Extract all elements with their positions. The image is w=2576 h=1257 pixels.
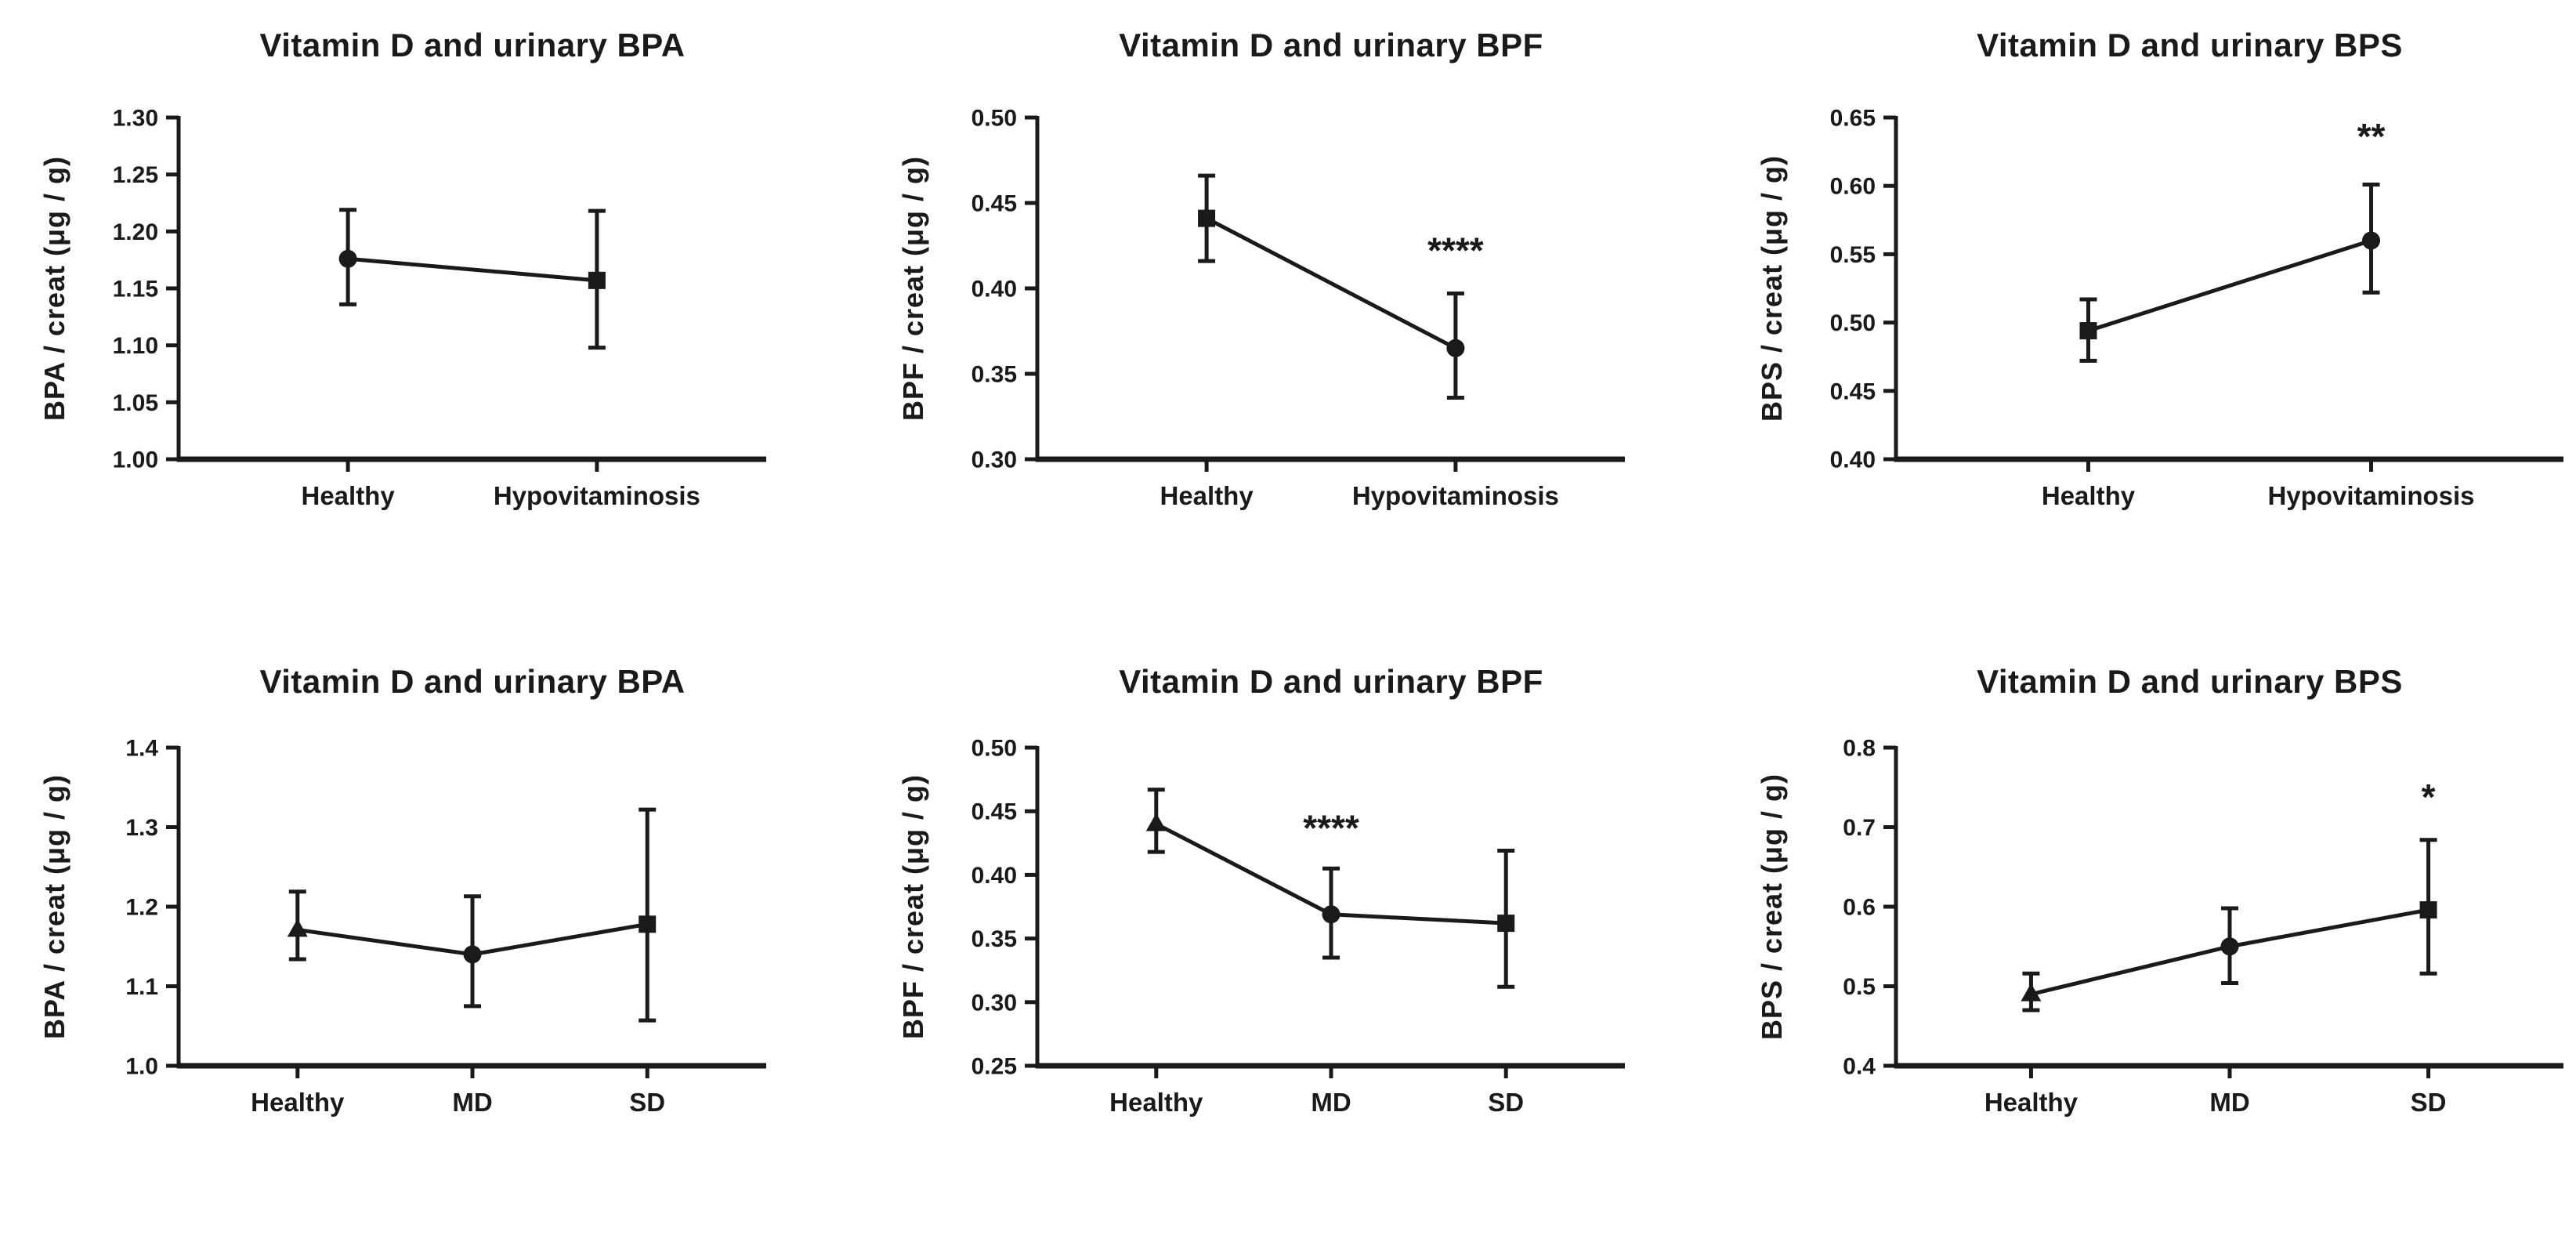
x-category-label: Hypovitaminosis — [1352, 481, 1559, 510]
y-tick-label: 0.5 — [1843, 974, 1876, 1000]
y-tick-label: 1.1 — [125, 974, 158, 1000]
data-point-marker-triangle — [1145, 813, 1167, 831]
y-tick-label: 0.40 — [971, 863, 1017, 889]
significance-annotation: **** — [1427, 230, 1484, 270]
significance-annotation: **** — [1303, 808, 1359, 849]
data-point-marker-triangle — [2021, 983, 2042, 1002]
y-tick-label: 0.35 — [971, 926, 1017, 952]
y-tick-label: 0.55 — [1830, 242, 1876, 268]
chart-panel-top-right: Vitamin D and urinary BPS BPS / creat (μ… — [1717, 0, 2576, 628]
y-tick-label: 1.30 — [113, 106, 158, 132]
series-line — [2087, 238, 2372, 333]
x-category-label: Healthy — [1160, 481, 1254, 510]
x-category-label: Healthy — [251, 1088, 345, 1117]
chart-plot: 0.30 0.35 0.40 0.45 0.50 Healthy Hypovitaminos… — [971, 106, 1625, 510]
y-tick-label: 0.7 — [1843, 815, 1876, 841]
y-tick-label: 0.45 — [971, 191, 1017, 217]
y-tick-label: 0.4 — [1843, 1054, 1876, 1080]
y-tick-label: 1.00 — [113, 447, 158, 473]
y-tick-label: 1.4 — [125, 736, 158, 762]
chart-panel-top-middle: Vitamin D and urinary BPF BPF / creat (μ… — [859, 0, 1717, 628]
x-category-label: SD — [1488, 1088, 1524, 1117]
x-category-label: MD — [1311, 1088, 1351, 1117]
y-tick-label: 0.30 — [971, 447, 1017, 473]
y-tick-label: 0.8 — [1843, 736, 1876, 762]
data-point-marker-triangle — [287, 918, 308, 937]
x-category-label: SD — [2411, 1088, 2447, 1117]
x-category-label: SD — [629, 1088, 665, 1117]
y-tick-label: 1.05 — [113, 390, 158, 416]
y-tick-label: 0.6 — [1843, 895, 1876, 921]
chart-title: Vitamin D and urinary BPS — [1977, 663, 2403, 700]
y-tick-label: 1.10 — [113, 333, 158, 359]
data-point-marker-square — [1198, 209, 1216, 227]
data-point-marker-square — [639, 915, 657, 933]
x-category-label: Hypovitaminosis — [494, 481, 700, 510]
y-tick-label: 0.30 — [971, 990, 1017, 1016]
chart-panel-top-left: Vitamin D and urinary BPA BPA / creat (μ… — [0, 0, 859, 628]
significance-annotation: ** — [2357, 116, 2386, 157]
data-point-marker-circle — [2220, 937, 2239, 956]
data-point-marker-circle — [463, 945, 482, 964]
y-tick-label: 1.3 — [125, 815, 158, 841]
y-tick-label: 0.50 — [971, 106, 1017, 132]
data-point-marker-square — [2079, 322, 2097, 340]
chart-panel-bottom-middle: Vitamin D and urinary BPF BPF / creat (μ… — [859, 628, 1717, 1257]
y-tick-label: 1.20 — [113, 219, 158, 245]
x-category-label: MD — [452, 1088, 492, 1117]
y-tick-label: 0.65 — [1830, 106, 1876, 132]
y-tick-label: 1.25 — [113, 162, 158, 188]
data-point-marker-circle — [1322, 905, 1340, 924]
y-tick-label: 0.45 — [971, 799, 1017, 825]
y-tick-label: 0.25 — [971, 1054, 1017, 1080]
data-point-marker-square — [1497, 915, 1515, 933]
y-tick-label: 1.15 — [113, 277, 158, 302]
y-tick-label: 1.2 — [125, 895, 158, 921]
chart-panel-bottom-left: Vitamin D and urinary BPA BPA / creat (μ… — [0, 628, 859, 1257]
chart-plot: 1.00 1.05 1.10 1.15 1.20 1.25 1.30 Healthy Hypov… — [113, 106, 766, 510]
chart-plot: 1.0 1.1 1.2 1.3 1.4 Healthy MD SD — [125, 736, 766, 1117]
data-point-marker-square — [2419, 901, 2437, 919]
y-tick-label: 0.35 — [971, 362, 1017, 388]
x-category-label: Healthy — [1984, 1088, 2079, 1117]
chart-title: Vitamin D and urinary BPF — [1119, 27, 1543, 63]
y-tick-label: 0.50 — [971, 736, 1017, 762]
data-point-marker-square — [588, 271, 606, 289]
chart-title: Vitamin D and urinary BPA — [259, 663, 686, 700]
x-category-label: Healthy — [2042, 481, 2136, 510]
y-tick-label: 0.40 — [971, 277, 1017, 302]
data-point-marker-circle — [1446, 339, 1465, 357]
x-category-label: Healthy — [301, 481, 395, 510]
data-point-marker-circle — [338, 249, 357, 268]
y-tick-label: 0.40 — [1830, 447, 1876, 473]
y-tick-label: 0.45 — [1830, 379, 1876, 404]
chart-plot: 0.4 0.5 0.6 0.7 0.8 Healthy MD SD * — [1843, 736, 2563, 1117]
chart-title: Vitamin D and urinary BPS — [1977, 27, 2403, 63]
y-tick-label: 0.50 — [1830, 310, 1876, 336]
chart-plot: 0.25 0.30 0.35 0.40 0.45 0.50 Healthy MD SD **** — [971, 736, 1625, 1117]
x-category-label: Hypovitaminosis — [2267, 481, 2474, 510]
y-tick-label: 1.0 — [125, 1054, 158, 1080]
series-line — [1205, 216, 1457, 350]
series-line — [347, 256, 598, 283]
significance-annotation: * — [2422, 777, 2436, 817]
y-tick-label: 0.60 — [1830, 174, 1876, 200]
x-category-label: Healthy — [1109, 1088, 1203, 1117]
chart-title: Vitamin D and urinary BPA — [259, 27, 686, 63]
chart-plot: 0.40 0.45 0.50 0.55 0.60 0.65 Healthy Hypovitam… — [1830, 106, 2563, 510]
x-category-label: MD — [2209, 1088, 2249, 1117]
chart-title: Vitamin D and urinary BPF — [1119, 663, 1543, 700]
chart-panel-bottom-right: Vitamin D and urinary BPS BPS / creat (μ… — [1717, 628, 2576, 1257]
data-point-marker-circle — [2362, 231, 2381, 250]
